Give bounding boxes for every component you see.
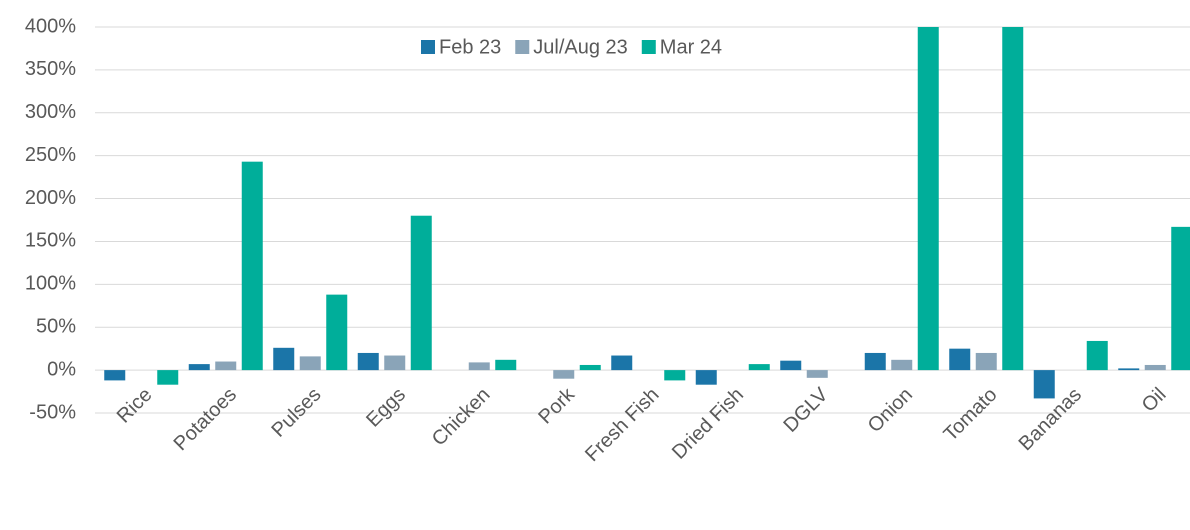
bar xyxy=(1002,27,1024,371)
bar xyxy=(553,370,575,379)
bar xyxy=(326,294,348,371)
y-tick-label: 100% xyxy=(25,273,76,295)
x-tick-label: Chicken xyxy=(428,384,495,451)
x-tick-label: DGLV xyxy=(779,383,832,436)
legend-label: Feb 23 xyxy=(439,36,501,58)
bar xyxy=(695,370,717,385)
bar xyxy=(611,355,633,371)
legend-swatch xyxy=(421,40,435,54)
x-tick-label: Onion xyxy=(864,384,917,437)
bar xyxy=(241,161,263,371)
bar xyxy=(188,364,210,371)
bar xyxy=(579,364,601,371)
y-tick-label: 400% xyxy=(25,15,76,37)
bar xyxy=(891,359,913,371)
legend-label: Mar 24 xyxy=(660,36,722,58)
bar xyxy=(273,347,295,371)
y-tick-label: 200% xyxy=(25,187,76,209)
bar xyxy=(917,27,939,371)
x-tick-label: Oil xyxy=(1138,384,1171,417)
x-tick-label: Eggs xyxy=(362,384,410,432)
bar xyxy=(1171,226,1190,371)
y-tick-label: 50% xyxy=(36,316,76,338)
x-tick-label: Tomato xyxy=(940,384,1002,446)
bar xyxy=(748,364,770,371)
bar xyxy=(780,360,802,371)
bar xyxy=(299,356,321,371)
y-tick-label: 300% xyxy=(25,101,76,123)
y-tick-label: -50% xyxy=(29,401,76,423)
legend-swatch xyxy=(515,40,530,54)
bar xyxy=(384,355,406,371)
y-tick-label: 0% xyxy=(47,358,76,380)
bar xyxy=(215,361,237,371)
bar xyxy=(468,362,490,371)
bar xyxy=(357,352,379,371)
y-tick-label: 250% xyxy=(25,144,76,166)
y-tick-label: 150% xyxy=(25,230,76,252)
bar xyxy=(1144,364,1166,371)
bar xyxy=(157,370,179,385)
legend-swatch xyxy=(641,40,656,54)
x-tick-label: Rice xyxy=(113,384,157,428)
bar xyxy=(410,215,432,371)
bar xyxy=(975,352,997,371)
bar xyxy=(864,352,886,371)
legend-label: Jul/Aug 23 xyxy=(533,36,628,58)
x-tick-label: Potatoes xyxy=(170,384,241,455)
bar xyxy=(806,370,828,378)
x-tick-label: Fresh Fish xyxy=(581,384,663,466)
x-tick-label: Pork xyxy=(534,383,579,428)
legend: Feb 23 Jul/Aug 23 Mar 24 xyxy=(421,36,722,58)
bar xyxy=(1118,368,1140,371)
bar xyxy=(664,370,686,381)
bar xyxy=(104,370,126,381)
bar xyxy=(1033,370,1055,399)
bar xyxy=(949,348,971,371)
bar xyxy=(1086,340,1108,371)
bar xyxy=(495,359,517,371)
x-tick-label: Dried Fish xyxy=(668,384,748,464)
y-tick-label: 350% xyxy=(25,58,76,80)
